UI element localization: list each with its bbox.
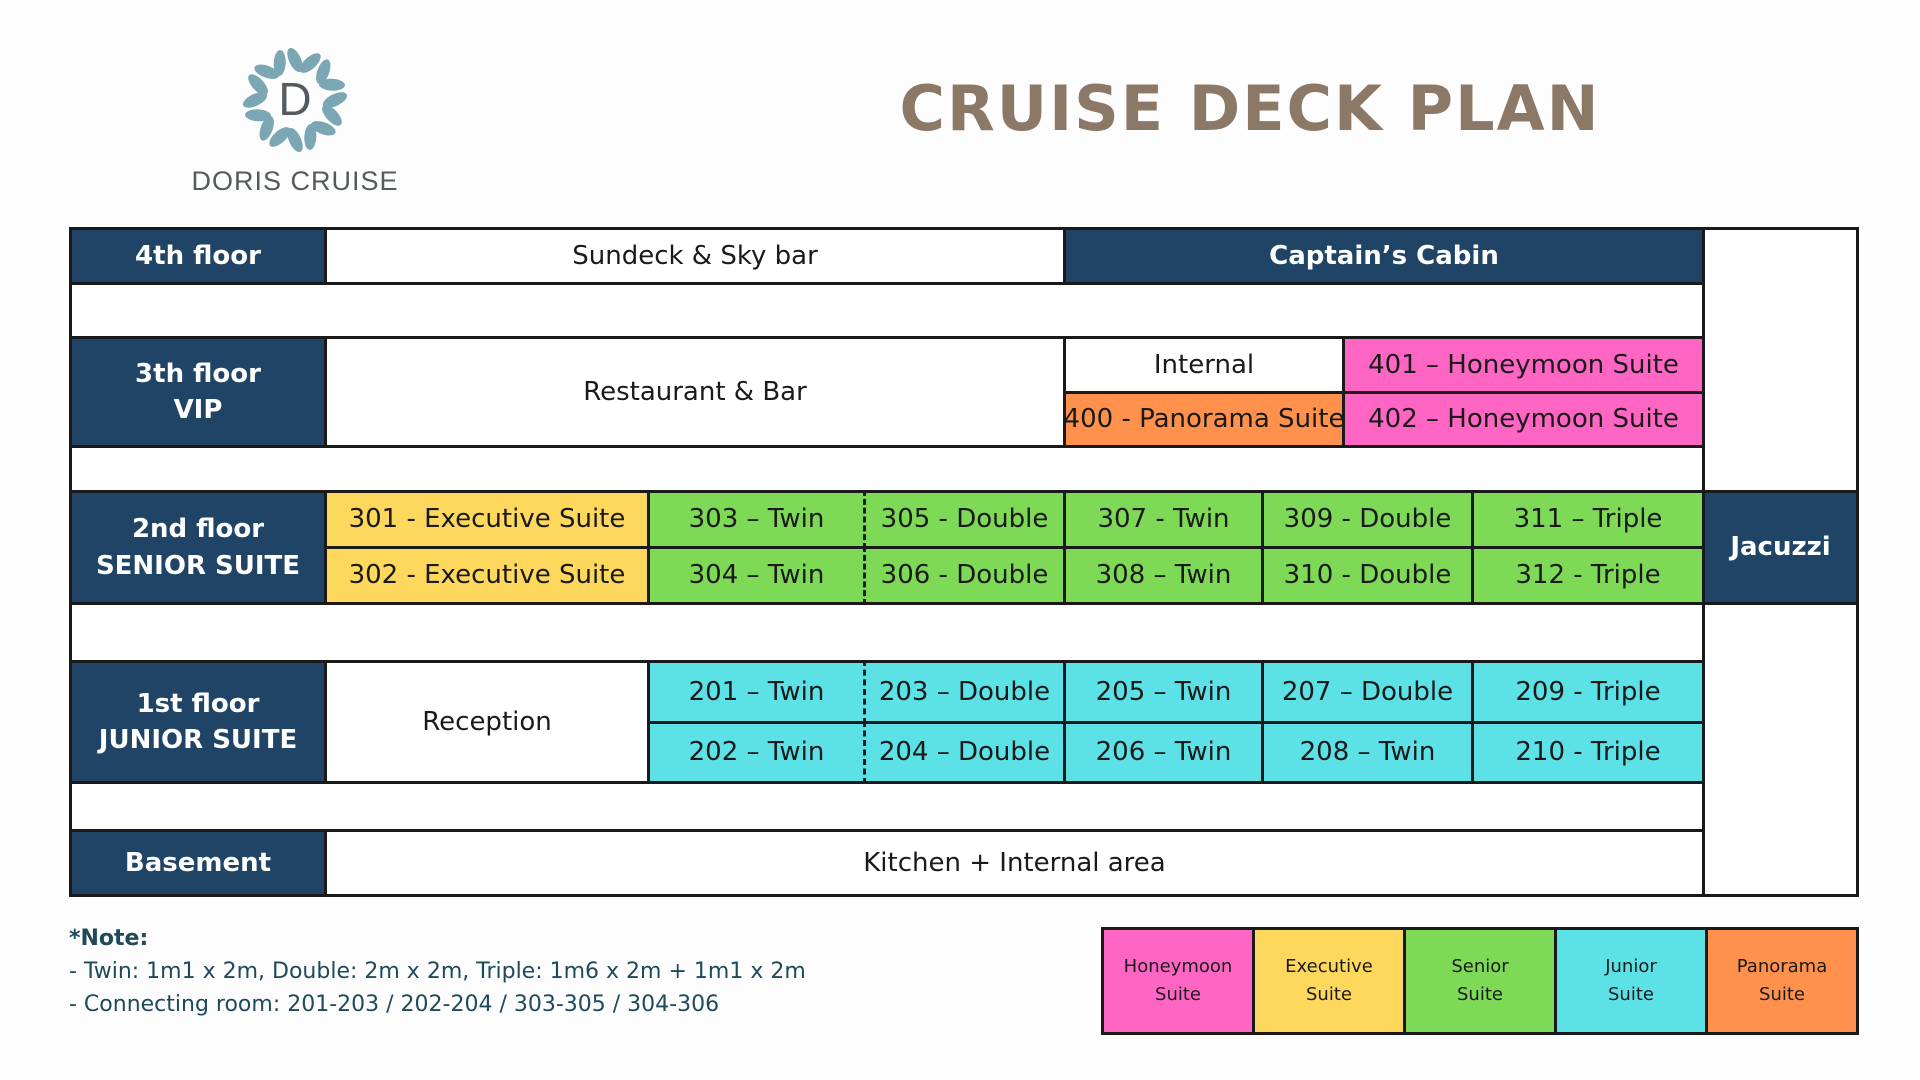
logo-letter: D	[278, 73, 311, 125]
room-401: 401 – Honeymoon Suite	[1342, 336, 1705, 394]
logo-petal	[242, 92, 268, 108]
floor-label-4th: 4th floor	[69, 227, 327, 285]
logo-petal	[287, 127, 303, 153]
room-306: 306 - Double	[863, 546, 1066, 605]
doris-cruise-logo-icon: D	[242, 47, 348, 153]
legend-senior-suite: Senior Suite	[1406, 930, 1557, 1032]
notes-line-room-sizes: - Twin: 1m1 x 2m, Double: 2m x 2m, Tripl…	[69, 959, 806, 984]
floor-label-2nd: 2nd floor SENIOR SUITE	[69, 490, 327, 605]
room-309: 309 - Double	[1261, 490, 1474, 549]
logo-petal	[310, 121, 336, 136]
room-208: 208 – Twin	[1261, 721, 1474, 784]
room-204: 204 – Double	[863, 721, 1066, 784]
room-205: 205 – Twin	[1063, 660, 1264, 724]
floor-label-line1: 2nd floor	[131, 514, 265, 545]
sundeck-sky-bar: Sundeck & Sky bar	[324, 227, 1066, 285]
legend: Honeymoon Suite Executive Suite Senior Suit…	[1101, 927, 1859, 1035]
room-303: 303 – Twin	[647, 490, 863, 549]
logo-petal	[259, 115, 274, 141]
jacuzzi: Jacuzzi	[1702, 490, 1859, 605]
room-308: 308 – Twin	[1063, 546, 1264, 605]
logo-petal	[322, 92, 348, 108]
logo-petal	[269, 127, 291, 147]
room-302: 302 - Executive Suite	[324, 546, 650, 605]
internal-area: Internal	[1063, 336, 1345, 394]
legend-label: Suite	[1759, 984, 1805, 1005]
legend-label: Junior	[1605, 956, 1657, 977]
logo-petal	[248, 74, 268, 96]
legend-honeymoon-suite: Honeymoon Suite	[1104, 930, 1255, 1032]
room-310: 310 - Double	[1261, 546, 1474, 605]
reception: Reception	[324, 660, 650, 784]
floor-label-3rd: 3th floor VIP	[69, 336, 327, 448]
room-201: 201 – Twin	[647, 660, 863, 724]
notes-heading: *Note:	[69, 926, 149, 951]
room-210: 210 - Triple	[1471, 721, 1705, 784]
logo-petal	[304, 123, 317, 150]
legend-label: Suite	[1306, 984, 1352, 1005]
floor-label-line2: SENIOR SUITE	[95, 550, 301, 581]
legend-panorama-suite: Panorama Suite	[1708, 930, 1856, 1032]
room-311: 311 – Triple	[1471, 490, 1705, 549]
notes-line-connecting-rooms: - Connecting room: 201-203 / 202-204 / 3…	[69, 992, 720, 1017]
room-400: 400 - Panorama Suite	[1063, 391, 1345, 448]
floor-label-1st: 1st floor JUNIOR SUITE	[69, 660, 327, 784]
legend-label: Panorama	[1736, 956, 1828, 977]
room-206: 206 – Twin	[1063, 721, 1264, 784]
legend-label: Suite	[1155, 984, 1201, 1005]
notes: *Note: - Twin: 1m1 x 2m, Double: 2m x 2m…	[69, 922, 806, 1021]
room-203: 203 – Double	[863, 660, 1066, 724]
room-207: 207 – Double	[1261, 660, 1474, 724]
floor-label-line1: 1st floor	[136, 688, 260, 719]
room-305: 305 - Double	[863, 490, 1066, 549]
captains-cabin: Captain’s Cabin	[1063, 227, 1705, 285]
room-209: 209 - Triple	[1471, 660, 1705, 724]
floor-label-line1: 3th floor	[135, 358, 261, 389]
legend-junior-suite: Junior Suite	[1557, 930, 1708, 1032]
legend-label: Executive	[1285, 956, 1373, 977]
room-304: 304 – Twin	[647, 546, 863, 605]
logo-petal	[299, 53, 321, 73]
legend-label: Senior	[1451, 956, 1509, 977]
logo-petal	[245, 109, 272, 122]
room-402: 402 – Honeymoon Suite	[1342, 391, 1705, 448]
floor-label-line2: VIP	[173, 395, 223, 425]
floor-label-line2: JUNIOR SUITE	[98, 725, 298, 755]
logo-petal	[273, 50, 286, 77]
restaurant-bar: Restaurant & Bar	[324, 336, 1066, 448]
brand-name: DORIS CRUISE	[191, 166, 399, 196]
legend-label: Suite	[1457, 984, 1503, 1005]
room-312: 312 - Triple	[1471, 546, 1705, 605]
page-title: CRUISE DECK PLAN	[899, 72, 1601, 145]
legend-label: Honeymoon	[1123, 956, 1233, 977]
room-307: 307 - Twin	[1063, 490, 1264, 549]
kitchen-internal-area: Kitchen + Internal area	[324, 829, 1705, 897]
logo-petal	[316, 59, 331, 85]
room-202: 202 – Twin	[647, 721, 863, 784]
logo-petal	[318, 78, 345, 91]
logo-petal	[254, 64, 280, 79]
legend-executive-suite: Executive Suite	[1255, 930, 1406, 1032]
room-301: 301 - Executive Suite	[324, 490, 650, 549]
logo-petal	[322, 104, 342, 126]
legend-label: Suite	[1608, 984, 1654, 1005]
floor-label-basement: Basement	[69, 829, 327, 897]
logo-petal	[287, 47, 303, 73]
